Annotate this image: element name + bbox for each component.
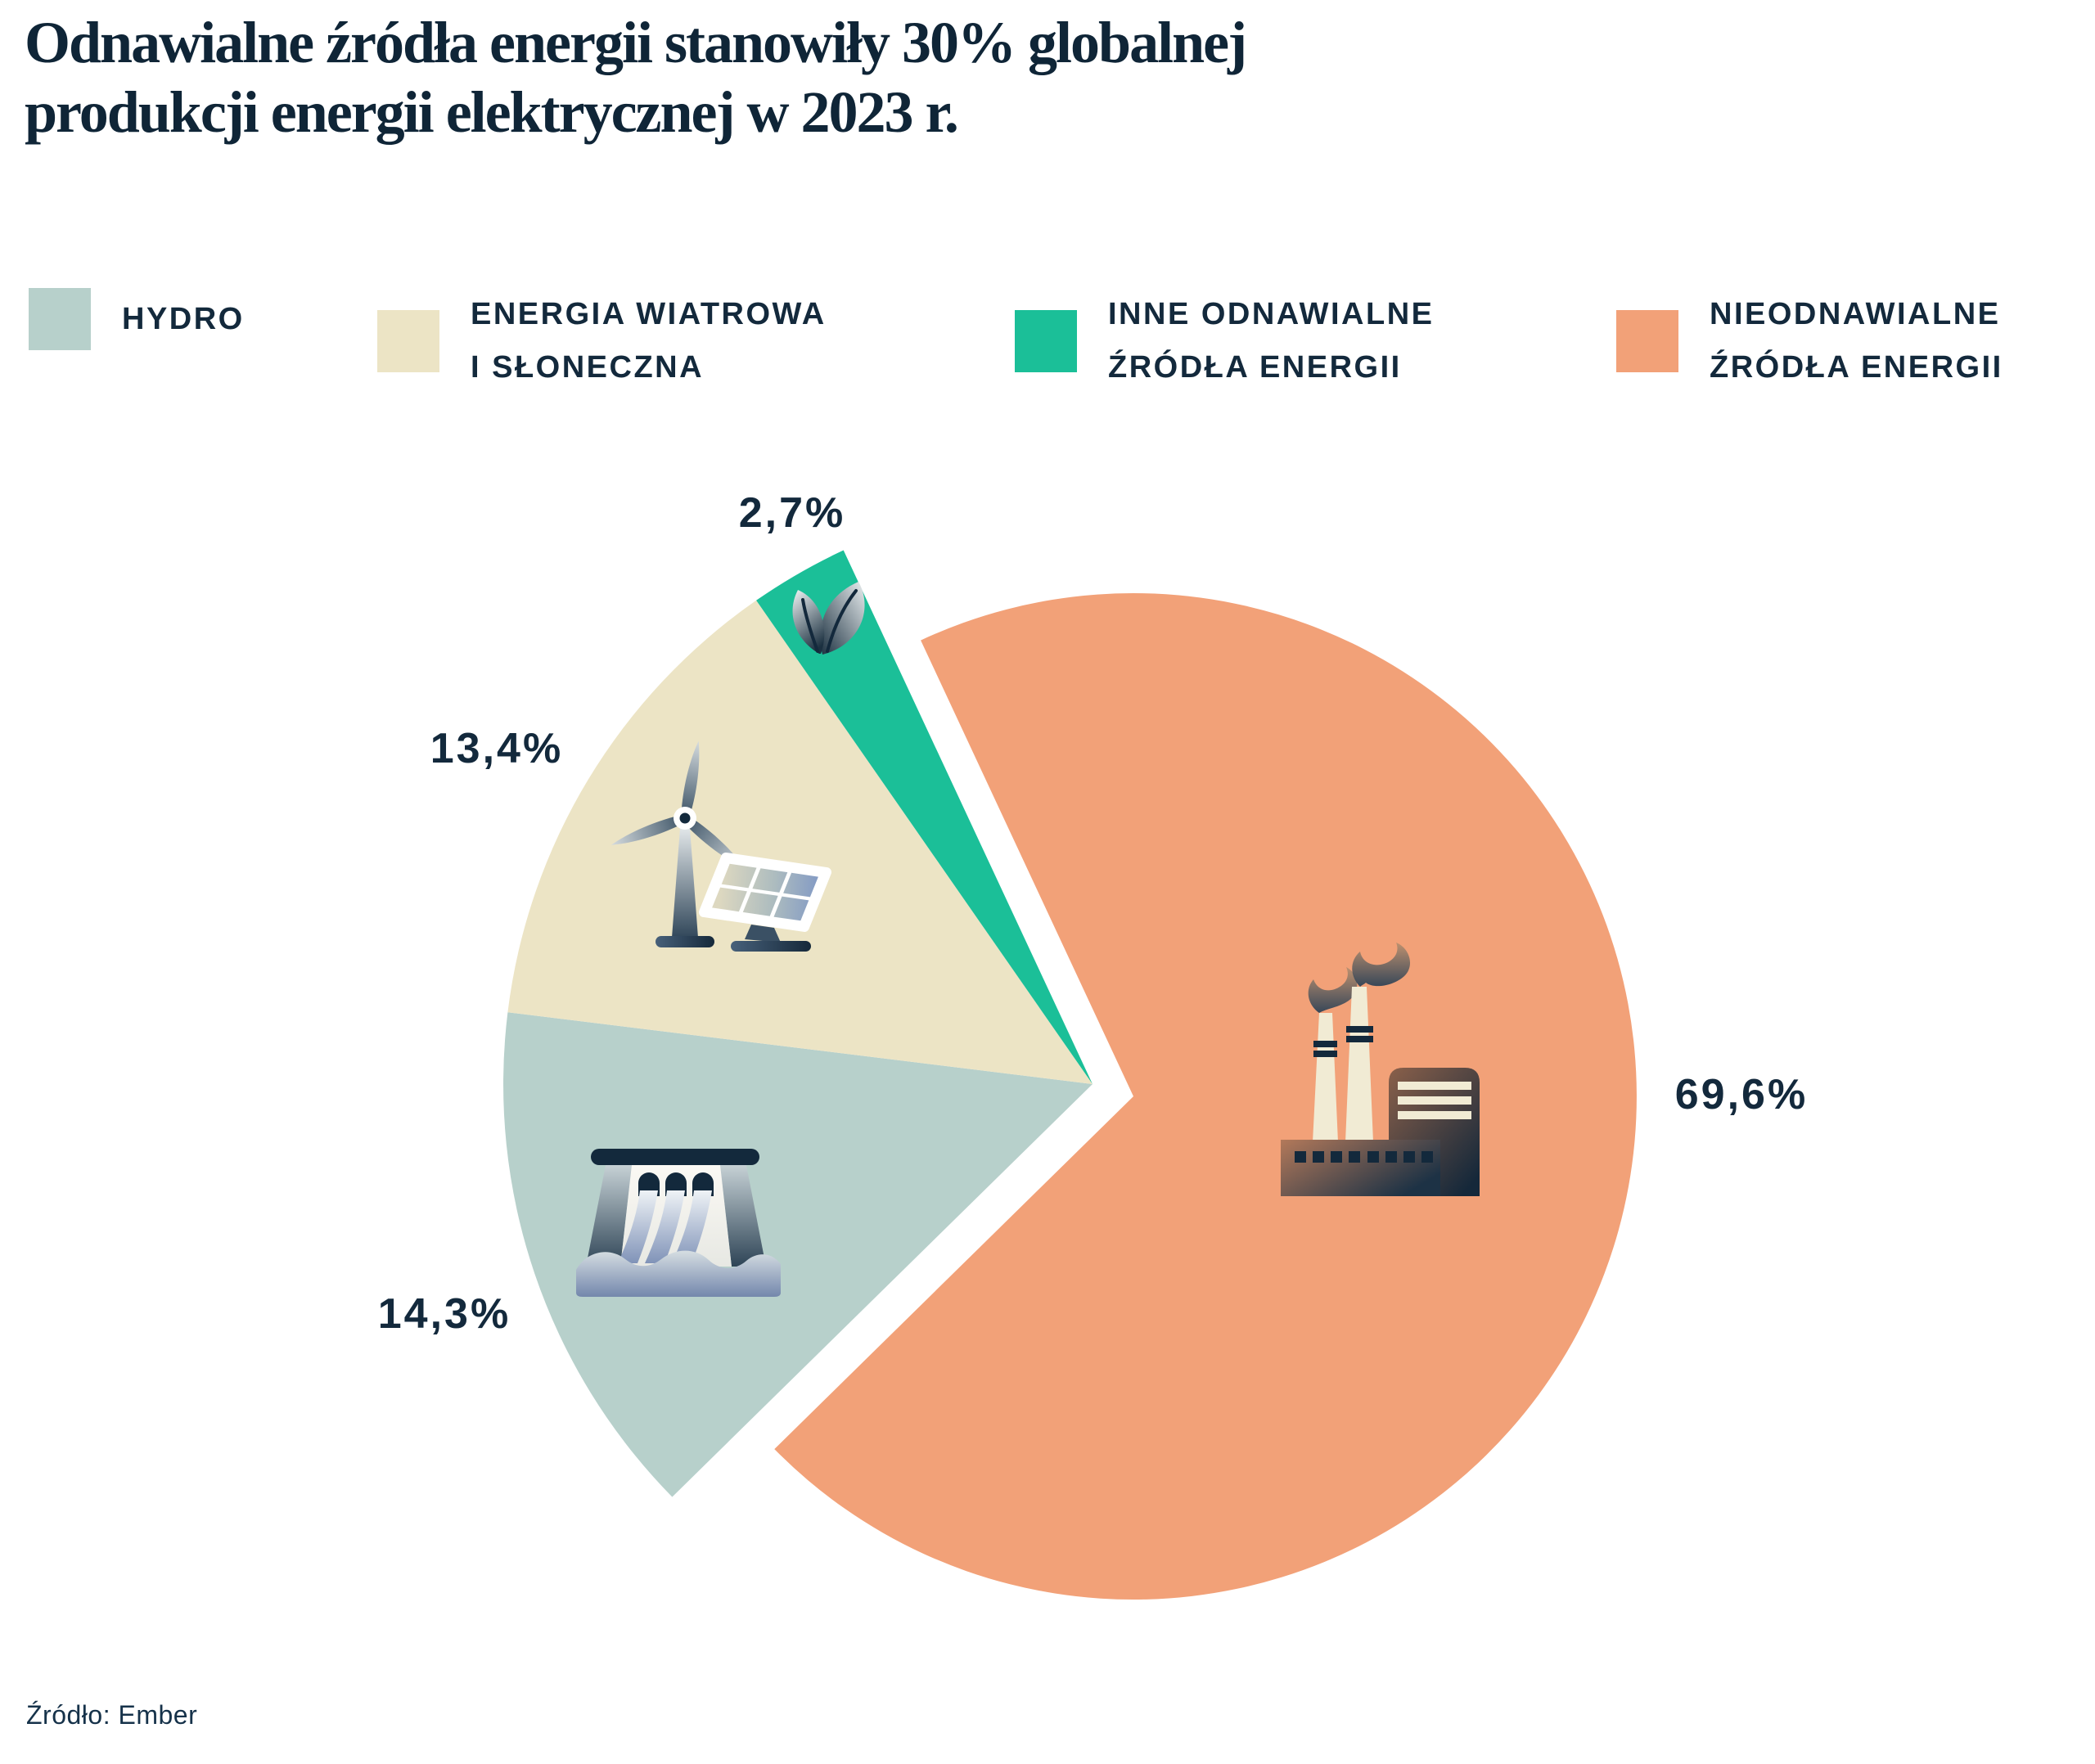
solar-panel-icon	[699, 853, 831, 952]
slice-label-wind-solar: 13,4%	[430, 725, 564, 772]
pie-slice-non-renewables	[774, 593, 1637, 1600]
legend-label-wind-solar-line-1: ENERGIA WIATROWA	[471, 297, 827, 331]
legend-item-hydro: HYDRO	[29, 288, 245, 350]
legend-label-non-renewables-line-2: ŹRÓDŁA ENERGII	[1710, 349, 2003, 385]
page-title-line-2: produkcji energii elektrycznej w 2023 r.	[25, 79, 959, 145]
legend-swatch-wind-solar-icon	[377, 309, 439, 372]
legend-label-non-renewables-line-1: NIEODNAWIALNE	[1710, 297, 2001, 331]
pie-slice-other-renewables	[756, 550, 1093, 1084]
pie-slice-hydro	[503, 1012, 1093, 1497]
legend-swatch-other-renewables-icon	[1015, 309, 1077, 372]
legend-swatch-non-renewables-icon	[1616, 309, 1678, 372]
leaf-icon	[792, 582, 865, 655]
legend-swatch-hydro-icon	[29, 288, 91, 350]
legend-label-other-renewables: INNE ODNAWIALNE ŹRÓDŁA ENERGII	[1108, 288, 1435, 394]
factory-icon	[1281, 943, 1480, 1196]
pie-slice-wind-solar	[507, 600, 1093, 1084]
legend-item-wind-solar: ENERGIA WIATROWA I SŁONECZNA	[377, 288, 827, 394]
legend-label-other-renewables-line-1: INNE ODNAWIALNE	[1108, 297, 1435, 331]
legend-label-wind-solar: ENERGIA WIATROWA I SŁONECZNA	[471, 288, 827, 394]
dam-icon	[576, 1149, 781, 1297]
page-title: Odnawialne źródła energii stanowiły 30% …	[25, 8, 1907, 147]
legend-item-non-renewables: NIEODNAWIALNE ŹRÓDŁA ENERGII	[1616, 288, 2003, 394]
legend-item-other-renewables: INNE ODNAWIALNE ŹRÓDŁA ENERGII	[1015, 288, 1435, 394]
slice-label-non-renewables: 69,6%	[1674, 1071, 1809, 1118]
legend-label-hydro: HYDRO	[122, 301, 245, 336]
page-title-line-1: Odnawialne źródła energii stanowiły 30% …	[25, 10, 1247, 75]
legend-label-other-renewables-line-2: ŹRÓDŁA ENERGII	[1108, 349, 1402, 385]
legend-label-non-renewables: NIEODNAWIALNE ŹRÓDŁA ENERGII	[1710, 288, 2003, 394]
legend-label-wind-solar-line-2: I SŁONECZNA	[471, 349, 705, 385]
slice-label-other-renewables: 2,7%	[738, 489, 846, 537]
slice-label-hydro: 14,3%	[377, 1290, 511, 1338]
source-note: Źródło: Ember	[26, 1700, 198, 1730]
